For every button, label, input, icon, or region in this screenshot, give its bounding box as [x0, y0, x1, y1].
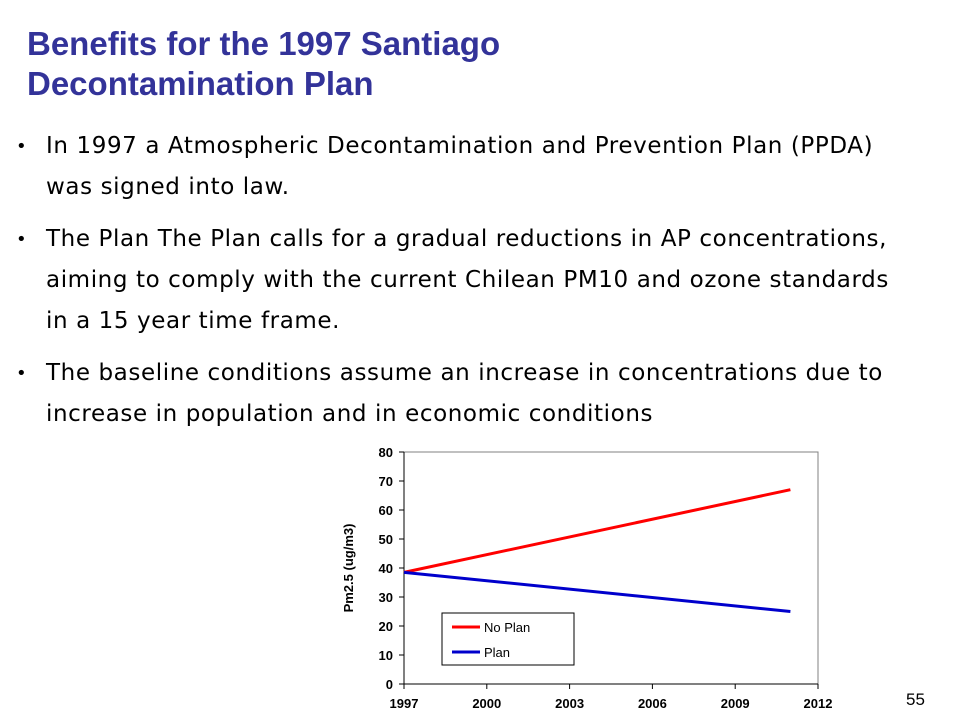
y-tick-label: 30	[379, 590, 393, 605]
x-ticks: 1997 2000 2003 2006 2009 2012	[390, 684, 833, 711]
slide-title-line-1: Benefits for the 1997 Santiago	[27, 25, 501, 62]
x-tick-label: 2012	[804, 696, 833, 711]
bullet-text: In 1997 a Atmospheric Decontamination an…	[46, 133, 874, 200]
x-tick-label: 2006	[638, 696, 667, 711]
bullet-item: • In 1997 a Atmospheric Decontamination …	[16, 126, 896, 208]
y-tick-label: 0	[386, 677, 393, 692]
slide-title-line-2: Decontamination Plan	[27, 65, 374, 102]
bullet-dot-icon: •	[16, 229, 28, 250]
pm25-line-chart: Pm2.5 (ug/m3) 0 10 20 30 40 50 60 70 80 1997 2000…	[330, 440, 840, 715]
y-tick-label: 60	[379, 503, 393, 518]
bullet-text: The baseline conditions assume an increa…	[46, 360, 883, 427]
y-tick-label: 20	[379, 619, 393, 634]
y-axis-label: Pm2.5 (ug/m3)	[341, 524, 356, 613]
legend-box	[441, 612, 575, 666]
series-line-no-plan	[403, 488, 791, 574]
chart-legend: No Plan Plan	[441, 612, 575, 666]
bullet-item: • The baseline conditions assume an incr…	[16, 353, 896, 435]
bullet-dot-icon: •	[16, 363, 28, 384]
bullet-dot-icon: •	[16, 136, 28, 157]
y-tick-label: 40	[379, 561, 393, 576]
series-lines	[403, 488, 791, 613]
bullet-text: The Plan The Plan calls for a gradual re…	[46, 226, 889, 334]
y-tick-label: 70	[379, 474, 393, 489]
legend-label: No Plan	[484, 620, 530, 635]
y-tick-label: 50	[379, 532, 393, 547]
y-tick-label: 10	[379, 648, 393, 663]
bullet-item: • The Plan The Plan calls for a gradual …	[16, 219, 896, 342]
y-tick-label: 80	[379, 445, 393, 460]
bullet-list: • In 1997 a Atmospheric Decontamination …	[16, 126, 896, 446]
legend-label: Plan	[484, 645, 510, 660]
page-number: 55	[906, 690, 925, 709]
x-tick-label: 1997	[390, 696, 419, 711]
slide-title: Benefits for the 1997 Santiago Decontami…	[27, 24, 727, 104]
x-tick-label: 2009	[721, 696, 750, 711]
x-tick-label: 2000	[472, 696, 501, 711]
x-tick-label: 2003	[555, 696, 584, 711]
series-line-plan	[403, 570, 791, 613]
y-ticks: 0 10 20 30 40 50 60 70 80	[379, 445, 404, 692]
